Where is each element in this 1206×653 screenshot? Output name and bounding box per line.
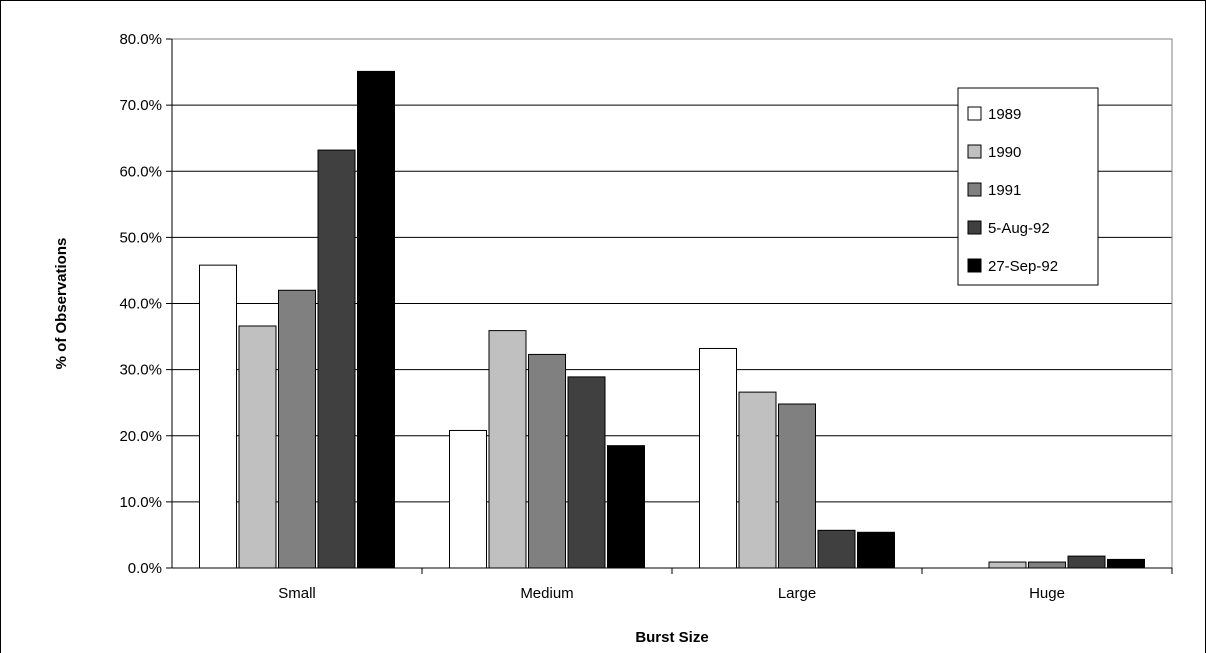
bar-medium-1 (488, 330, 527, 569)
x-tick-label: Medium (520, 585, 573, 602)
legend: 1989 1990 1991 5-Aug-92 27-Sep-92 (957, 87, 1099, 286)
bar-medium-0 (449, 429, 487, 569)
bar-huge-4 (1107, 558, 1145, 569)
x-tick-label: Small (278, 585, 316, 602)
y-tick-labels: 0.0% 10.0% 20.0% 30.0% 40.0% 50.0% 60.0% 70.0% 8… (119, 31, 162, 577)
y-tick-label: 50.0% (119, 229, 162, 246)
bar-huge-2 (1028, 561, 1066, 569)
x-tick-label: Large (778, 585, 816, 602)
axes (171, 39, 1173, 574)
bar-small-3 (317, 149, 356, 569)
bar-large-2 (778, 403, 816, 569)
y-tick-label: 80.0% (119, 31, 162, 48)
legend-swatch (967, 182, 982, 197)
bar-large-3 (817, 529, 856, 569)
legend-label: 1989 (988, 106, 1021, 123)
y-tick-label: 20.0% (119, 428, 162, 445)
bar-small-4 (357, 70, 395, 569)
legend-swatch (967, 106, 982, 121)
legend-swatch (967, 220, 982, 235)
y-tick-label: 60.0% (119, 163, 162, 180)
y-tick-label: 40.0% (119, 296, 162, 313)
legend-label: 5-Aug-92 (988, 220, 1050, 237)
bar-large-4 (857, 531, 895, 569)
x-axis-title: Burst Size (635, 629, 708, 646)
bar-huge-3 (1067, 555, 1106, 569)
legend-label: 27-Sep-92 (988, 258, 1058, 275)
y-tick-label: 70.0% (119, 97, 162, 114)
bar-small-1 (238, 325, 277, 569)
bar-large-1 (738, 391, 777, 569)
bar-large-0 (699, 347, 737, 569)
x-tick-label: Huge (1029, 585, 1065, 602)
bar-small-0 (199, 264, 237, 569)
x-tick-labels: Small Medium Large Huge (278, 585, 1065, 602)
bar-medium-2 (528, 353, 566, 569)
legend-label: 1990 (988, 144, 1021, 161)
bar-small-2 (278, 289, 316, 569)
bar-huge-1 (988, 561, 1027, 569)
y-tick-label: 10.0% (119, 494, 162, 511)
bar-medium-3 (567, 376, 606, 569)
legend-label: 1991 (988, 182, 1021, 199)
legend-swatch (967, 258, 982, 273)
bar-medium-4 (607, 445, 645, 569)
y-tick-label: 30.0% (119, 362, 162, 379)
y-tick-label: 0.0% (128, 560, 162, 577)
y-axis-title: % of Observations (53, 238, 70, 370)
bars (199, 70, 1145, 569)
legend-swatch (967, 144, 982, 159)
